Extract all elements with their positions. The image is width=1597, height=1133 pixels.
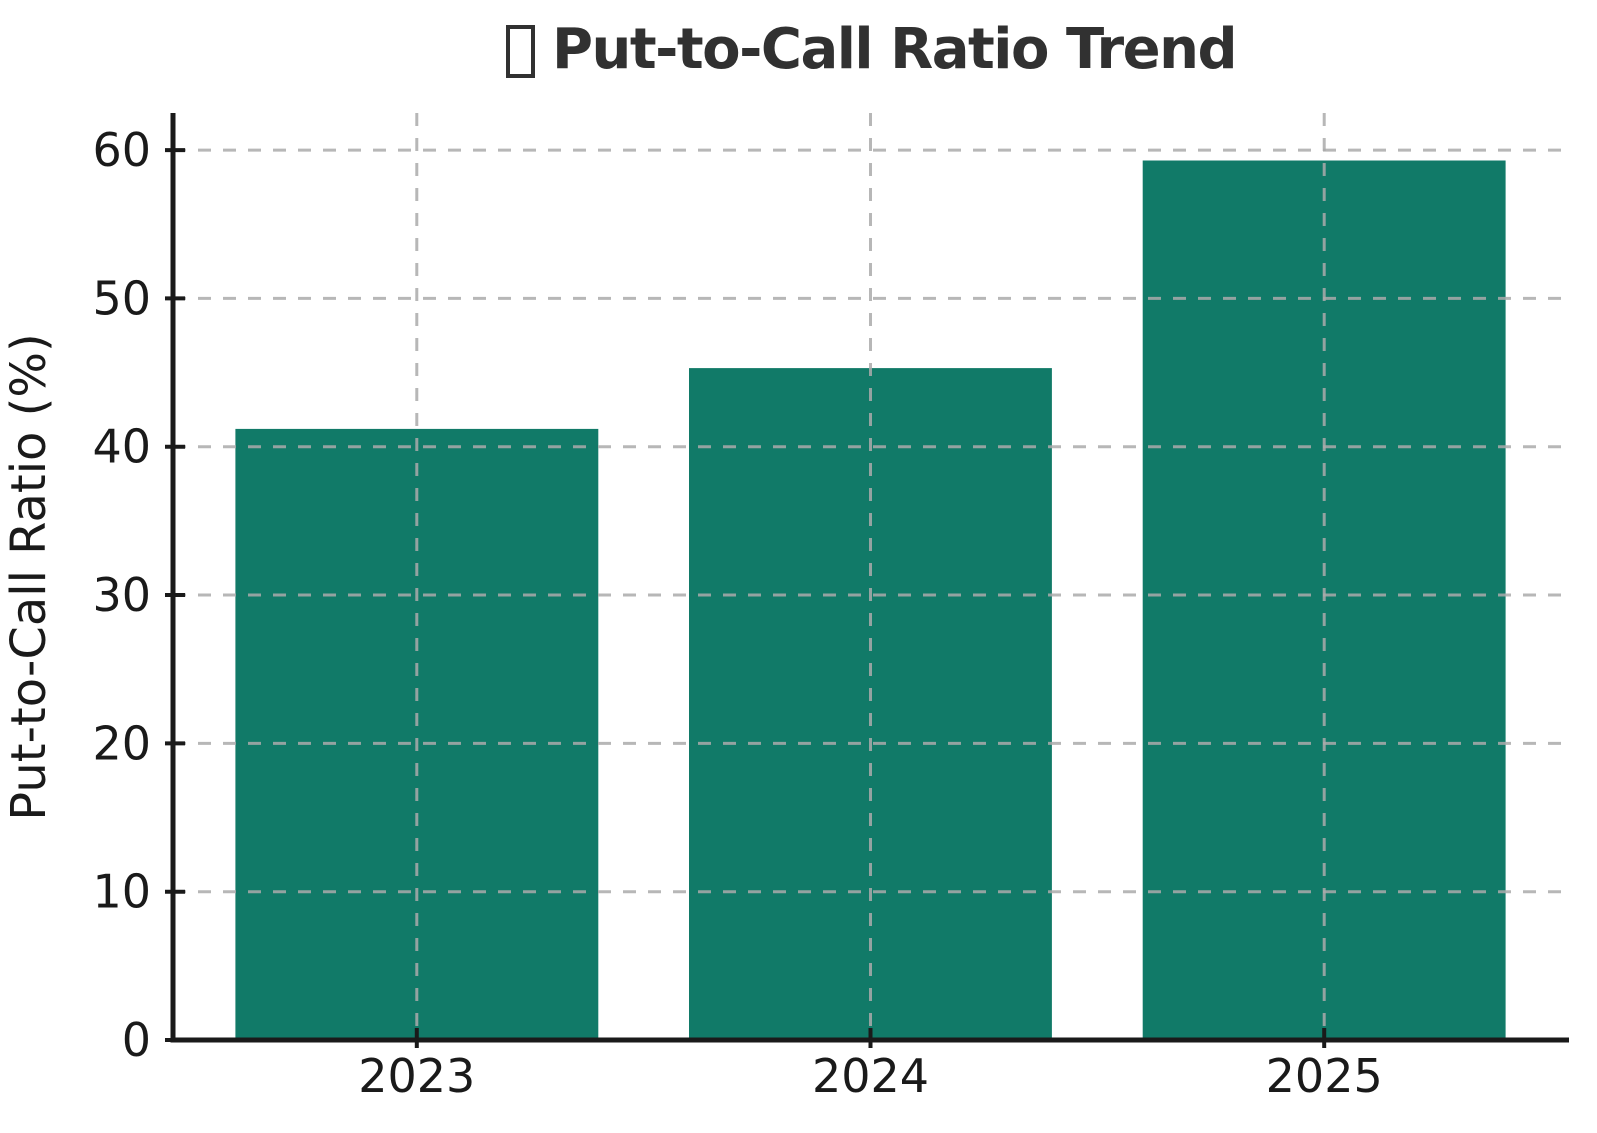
missing-glyph-box-icon [505,25,535,78]
chart-title: Put-to-Call Ratio Trend [173,22,1569,78]
x-tick-label-2024: 2024 [812,1049,929,1103]
plot-area: 0 10 20 30 40 50 60 2023 2024 2025 [92,113,1569,1103]
y-tick-label-20: 20 [92,716,151,770]
x-tick-label-2025: 2025 [1266,1049,1383,1103]
y-tick-label-50: 50 [92,271,151,325]
y-tick-label-30: 30 [92,568,151,622]
y-axis-label: Put-to-Call Ratio (%) [1,333,57,820]
y-tick-label-60: 60 [92,123,151,177]
bar-2024 [689,368,1052,1041]
x-tick-label-2023: 2023 [358,1049,475,1103]
y-tick-label-10: 10 [92,865,151,919]
y-tick-label-0: 0 [122,1013,151,1067]
y-tick-label-40: 40 [92,420,151,474]
chart-title-text: Put-to-Call Ratio Trend [551,17,1238,82]
